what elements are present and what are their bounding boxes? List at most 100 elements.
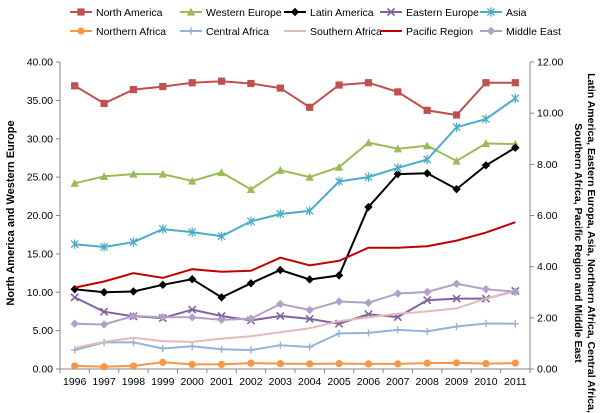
data-point-north-america [247,79,255,88]
data-point-northern-africa [188,360,196,368]
data-point-central-africa [276,341,284,349]
data-point-central-africa [188,342,196,350]
data-point-north-america [482,79,490,87]
data-point-latin-america [511,143,520,152]
left-tick-label: 25.00 [27,172,53,184]
x-tick-label: 2009 [445,376,469,388]
series-central-africa [71,319,519,354]
data-point-asia [423,154,432,165]
legend-swatch-marker [186,7,196,16]
data-point-northern-africa [335,360,343,368]
series-line-pacific-region [74,221,516,289]
x-tick-label: 1998 [122,376,146,388]
legend-swatch-marker [290,7,300,17]
x-tick-label: 2007 [386,376,410,388]
x-tick-label: 2010 [474,376,498,388]
x-tick-label: 2006 [357,376,381,388]
data-point-northern-africa [217,360,226,368]
series-line-western-europe [74,141,516,191]
series-western-europe [70,138,520,194]
data-point-northern-africa [364,360,373,368]
x-tick-label: 1999 [151,376,175,388]
data-point-north-america [129,86,138,94]
data-point-north-america [394,88,402,96]
left-tick-label: 30.00 [27,133,53,145]
x-tick-label: 2000 [181,376,205,388]
legend-item-asia: Asia [480,7,527,19]
data-point-north-america [423,106,431,114]
series-line-asia [74,97,516,249]
series-layer [70,77,520,371]
x-tick-label: 2003 [269,376,293,388]
data-point-asia [511,93,520,103]
legend-item-pacific-region: Pacific Region [380,26,473,38]
data-point-asia [452,122,461,132]
legend-item-latin-america: Latin America [284,7,374,19]
data-point-northern-africa [276,360,284,368]
data-point-western-europe [422,141,432,150]
data-point-middle-east [334,297,344,306]
data-point-northern-africa [511,359,519,367]
right-axis-title-line: Southern Africa, Pacific Region and Midd… [572,123,584,363]
legend-swatch-marker [187,27,195,35]
data-point-asia [246,216,255,226]
data-point-latin-america [422,169,432,178]
left-tick-label: 35.00 [27,95,53,107]
data-point-asia [393,163,402,173]
data-point-central-africa [394,326,402,334]
data-point-middle-east [481,284,491,294]
series-line-central-africa [74,322,516,352]
data-point-western-europe [158,169,168,178]
legend-label: Western Europe [206,7,282,19]
data-point-middle-east [187,313,197,322]
data-point-north-america [511,79,519,87]
data-point-eastern-europe [99,307,109,316]
legend-swatch-marker [77,27,85,35]
legend-label: Northern Africa [96,26,166,38]
legend-label: Asia [506,7,527,19]
left-tick-label: 0.00 [33,364,54,376]
data-point-western-europe [99,172,109,180]
axes: 0.00 5.00 10.00 15.00 20.00 25.00 30.00 35.00 40… [27,57,564,389]
x-tick-label: 2008 [416,376,440,388]
data-point-middle-east [217,315,226,325]
legend-label: Pacific Region [406,26,473,38]
legend-label: Middle East [506,26,561,38]
data-point-latin-america [452,184,461,194]
legend-swatch-marker [486,26,496,36]
data-point-latin-america [217,293,226,302]
data-point-latin-america [158,280,168,290]
data-point-northern-africa [306,360,314,368]
right-tick-label: 4.00 [537,261,558,273]
data-point-middle-east [70,319,79,328]
data-point-central-africa [306,343,314,351]
data-point-western-europe [393,144,403,153]
data-point-latin-america [393,169,403,179]
legend-label: Eastern Europe [406,7,479,19]
data-point-western-europe [246,185,256,194]
series-northern-africa [71,358,519,371]
data-point-north-america [276,84,284,92]
data-point-western-europe [187,176,197,185]
data-point-north-america [364,79,373,87]
data-point-north-america [100,99,108,108]
data-point-asia [276,209,285,219]
data-point-central-africa [364,329,373,337]
data-point-asia [188,227,197,237]
series-asia [70,93,520,252]
data-point-north-america [306,103,314,111]
data-point-asia [70,239,79,249]
data-point-middle-east [129,311,138,321]
legend-item-western-europe: Western Europe [180,7,282,19]
right-tick-label: 10.00 [537,108,563,120]
data-point-western-europe [217,168,226,177]
data-point-eastern-europe [305,314,314,324]
data-point-western-europe [364,138,373,147]
data-point-latin-america [129,287,138,296]
x-tick-label: 1996 [63,376,87,388]
data-point-middle-east [276,299,285,309]
data-point-north-america [335,81,343,89]
right-axis-title: Latin America, Eastern Europa, Asia, Nor… [572,73,597,413]
data-point-latin-america [276,265,285,275]
